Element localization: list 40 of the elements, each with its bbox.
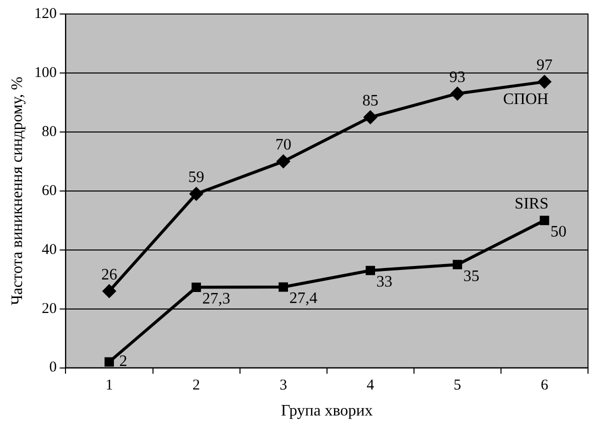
data-label: 26 (101, 266, 118, 284)
data-label: 35 (463, 268, 480, 285)
point (190, 187, 203, 200)
y-tick-label: 100 (34, 64, 57, 81)
y-tick-label: 60 (42, 182, 57, 199)
y-tick-label: 120 (34, 6, 57, 22)
y-tick-label: 40 (42, 242, 57, 258)
x-tick-label: 6 (540, 378, 549, 394)
data-label: 33 (376, 274, 392, 291)
point (276, 154, 290, 168)
series-label: СПОН (503, 91, 549, 108)
series-label: SIRS (514, 196, 548, 213)
point (540, 216, 550, 226)
data-label: 50 (550, 224, 566, 241)
data-label: 70 (275, 136, 292, 154)
data-label: 59 (188, 169, 204, 186)
x-tick-label: 3 (280, 378, 288, 394)
y-tick-label: 20 (42, 300, 57, 317)
data-label: 27,3 (202, 290, 230, 308)
y-axis-title: Частота виникнення синдрому, % (8, 76, 26, 306)
x-tick-label: 2 (192, 378, 200, 394)
point (278, 282, 288, 292)
point (104, 357, 114, 367)
data-label: 27,4 (289, 290, 318, 308)
data-label: 97 (536, 57, 552, 74)
x-tick-label: 5 (454, 378, 462, 394)
point (192, 282, 201, 292)
point (364, 110, 377, 124)
point (538, 75, 551, 88)
point (366, 266, 376, 276)
y-tick-label: 80 (42, 124, 57, 140)
x-tick-label: 4 (366, 378, 375, 394)
point (450, 87, 464, 100)
point (452, 260, 462, 270)
point (102, 284, 116, 298)
data-label: 85 (362, 92, 378, 110)
y-tick-label: 0 (49, 360, 57, 376)
data-label: 2 (119, 353, 128, 370)
x-axis-title: Група хворих (281, 402, 373, 420)
x-tick-label: 1 (105, 378, 113, 394)
